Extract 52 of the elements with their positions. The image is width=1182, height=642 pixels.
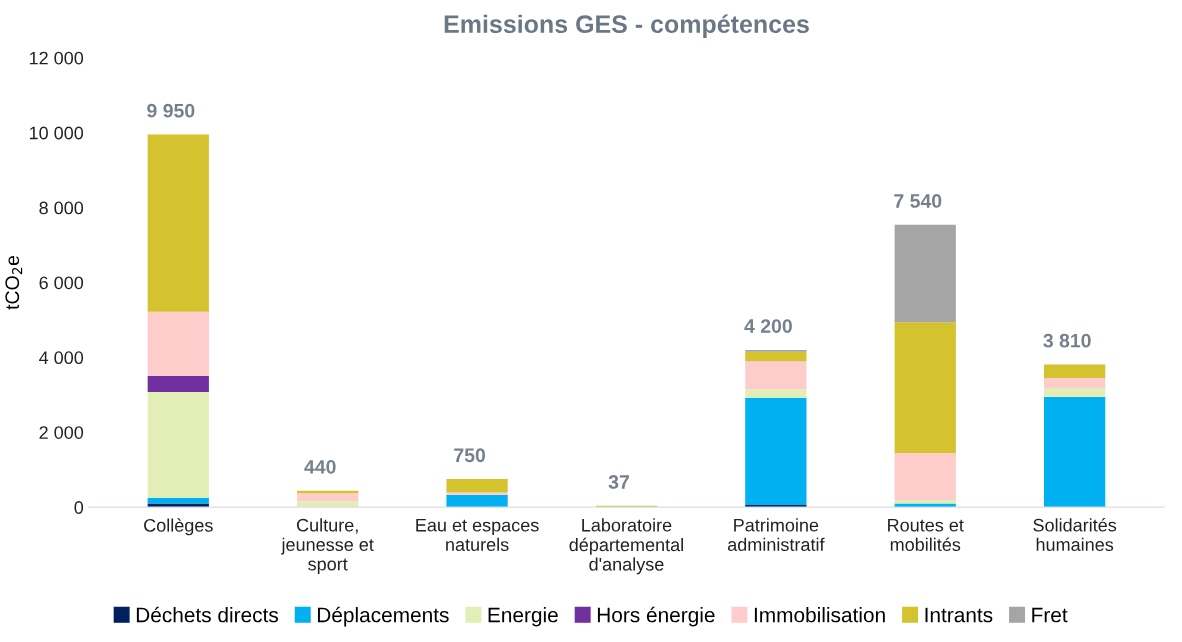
legend-label: Déchets directs (136, 606, 279, 623)
bar (1044, 388, 1106, 398)
bar (446, 494, 508, 508)
chart-title: Emissions GES - compétences (444, 14, 809, 38)
bar (147, 391, 209, 498)
x-tick-label: Collèges (144, 518, 213, 536)
total-label: 9 950 (147, 103, 195, 118)
y-tick-label: 2 000 (39, 426, 84, 439)
total-label: 750 (454, 448, 486, 463)
bar (745, 361, 807, 390)
x-tick-label: Eau et espaces naturels (416, 518, 539, 551)
y-tick-label: 8 000 (39, 201, 84, 215)
legend-label: Energie (488, 607, 558, 627)
x-tick-label: Laboratoire départemental d'analyse (569, 518, 683, 575)
legend-label: Immobilisation (754, 607, 885, 623)
x-tick-label: Culture, jeunesse et sport (281, 518, 374, 575)
legend-label: Hors énergie (597, 606, 715, 627)
legend-label: Déplacements (317, 606, 449, 627)
total-label: 3 810 (1043, 333, 1091, 348)
bar (1044, 397, 1106, 508)
bar (894, 503, 956, 508)
bar (894, 224, 956, 323)
bar (297, 501, 359, 508)
total-label: 7 540 (894, 194, 942, 208)
bar (147, 311, 209, 377)
bar (745, 389, 807, 398)
total-label: 37 (608, 475, 629, 489)
y-tick-label: 12 000 (29, 51, 84, 65)
legend-label: Fret (1032, 607, 1068, 623)
bar (894, 322, 956, 453)
y-tick-label: 10 000 (29, 126, 84, 140)
x-tick-label: Routes et mobilités (888, 518, 964, 551)
bar (745, 351, 807, 362)
bar (1044, 364, 1106, 378)
bar (147, 376, 209, 392)
y-axis-title: tCO$_{2}$e (5, 256, 23, 310)
x-tick-label: Solidarités humaines (1033, 518, 1117, 551)
bar (745, 397, 807, 505)
legend-label: Intrants (925, 607, 993, 623)
bar (297, 493, 359, 502)
y-tick-label: 6 000 (39, 276, 84, 290)
bar (446, 492, 508, 495)
bar (147, 503, 209, 508)
total-label: 440 (304, 459, 336, 474)
y-tick-label: 4 000 (39, 351, 84, 365)
bar (446, 479, 508, 493)
bar (147, 134, 209, 312)
bar (1044, 377, 1106, 389)
total-label: 4 200 (744, 319, 792, 333)
y-tick-label: 0 (74, 501, 84, 514)
x-tick-label: Patrimoine administratif (727, 518, 825, 551)
bar (894, 452, 956, 501)
